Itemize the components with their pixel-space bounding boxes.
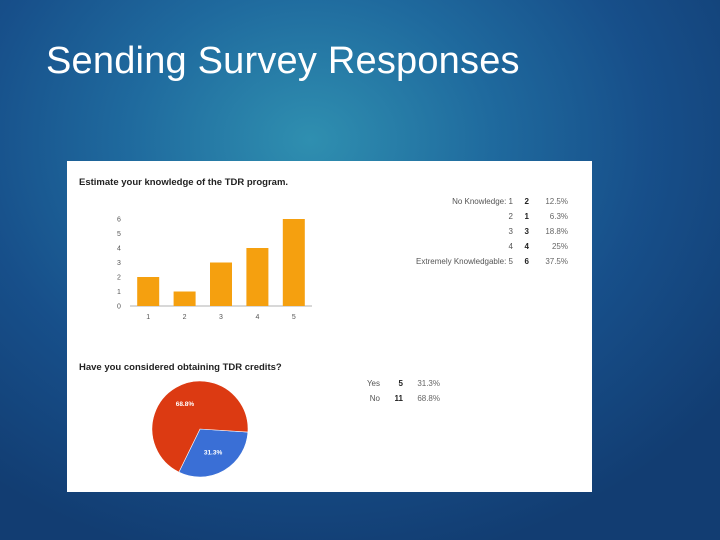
- pie-slice-yes: [178, 428, 249, 478]
- survey-results-panel: Estimate your knowledge of the TDR progr…: [67, 161, 592, 492]
- bar-x-tick-label: 2: [183, 314, 187, 321]
- bar-summary-row: 4 4 25%: [509, 242, 568, 251]
- bar-series: [137, 219, 305, 306]
- bar-y-tick-label: 6: [117, 217, 121, 224]
- bar-summary-label: No Knowledge: 1: [452, 197, 513, 206]
- bar-summary-percent: 25%: [552, 242, 568, 251]
- pie-summary-count: 11: [395, 394, 404, 403]
- bar-summary-percent: 6.3%: [550, 212, 568, 221]
- bar-x-tick-label: 1: [146, 314, 150, 321]
- bar-summary-percent: 12.5%: [545, 197, 568, 206]
- pie-summary-percent: 31.3%: [417, 379, 440, 388]
- pie-slice-label: 68.8%: [176, 401, 195, 408]
- bar-y-axis: 0 1 2 3 4 5 6: [117, 217, 121, 311]
- bar-1: [137, 277, 160, 306]
- bar-3: [210, 262, 232, 306]
- bar-summary-count: 2: [525, 197, 530, 206]
- pie-summary-row: Yes 5 31.3%: [367, 379, 440, 388]
- pie-series: 31.3% 68.8%: [151, 380, 249, 478]
- pie-summary-row: No 11 68.8%: [370, 394, 440, 403]
- pie-summary-table: Yes 5 31.3% No 11 68.8%: [367, 379, 440, 403]
- bar-summary-percent: 37.5%: [545, 257, 568, 266]
- pie-summary-label: No: [370, 394, 381, 403]
- bar-x-tick-label: 5: [292, 314, 296, 321]
- bar-y-tick-label: 3: [117, 260, 121, 267]
- bar-y-tick-label: 5: [117, 231, 121, 238]
- bar-chart-title: Estimate your knowledge of the TDR progr…: [79, 177, 288, 188]
- bar-x-axis: 1 2 3 4 5: [146, 314, 296, 321]
- bar-y-tick-label: 0: [117, 304, 121, 311]
- bar-x-tick-label: 3: [219, 314, 223, 321]
- bar-summary-count: 1: [525, 212, 530, 221]
- pie-slice-no: [151, 380, 249, 473]
- survey-results-svg: Estimate your knowledge of the TDR progr…: [79, 177, 568, 478]
- bar-summary-label: 2: [509, 212, 514, 221]
- bar-summary-table: No Knowledge: 1 2 12.5% 2 1 6.3% 3 3 18.8% 4 4 25% E…: [416, 197, 568, 266]
- bar-summary-percent: 18.8%: [545, 227, 568, 236]
- pie-slice-label: 31.3%: [204, 449, 223, 456]
- bar-summary-row: 2 1 6.3%: [509, 212, 568, 221]
- pie-summary-percent: 68.8%: [417, 394, 440, 403]
- pie-summary-label: Yes: [367, 379, 380, 388]
- bar-summary-row: 3 3 18.8%: [509, 227, 568, 236]
- bar-summary-row: No Knowledge: 1 2 12.5%: [452, 197, 568, 206]
- bar-x-tick-label: 4: [255, 314, 259, 321]
- slide-title: Sending Survey Responses: [46, 40, 520, 82]
- bar-y-tick-label: 4: [117, 246, 121, 253]
- bar-5: [282, 219, 305, 306]
- bar-summary-count: 3: [525, 227, 530, 236]
- pie-chart-title: Have you considered obtaining TDR credit…: [79, 362, 282, 373]
- bar-summary-label: Extremely Knowledgable: 5: [416, 257, 513, 266]
- bar-y-tick-label: 1: [117, 289, 121, 296]
- pie-summary-count: 5: [399, 379, 404, 388]
- bar-summary-count: 6: [525, 257, 530, 266]
- bar-summary-count: 4: [525, 242, 530, 251]
- bar-y-tick-label: 2: [117, 275, 121, 282]
- bar-summary-row: Extremely Knowledgable: 5 6 37.5%: [416, 257, 568, 266]
- bar-summary-label: 4: [509, 242, 514, 251]
- bar-2: [173, 291, 196, 306]
- bar-summary-label: 3: [509, 227, 514, 236]
- bar-4: [246, 248, 269, 306]
